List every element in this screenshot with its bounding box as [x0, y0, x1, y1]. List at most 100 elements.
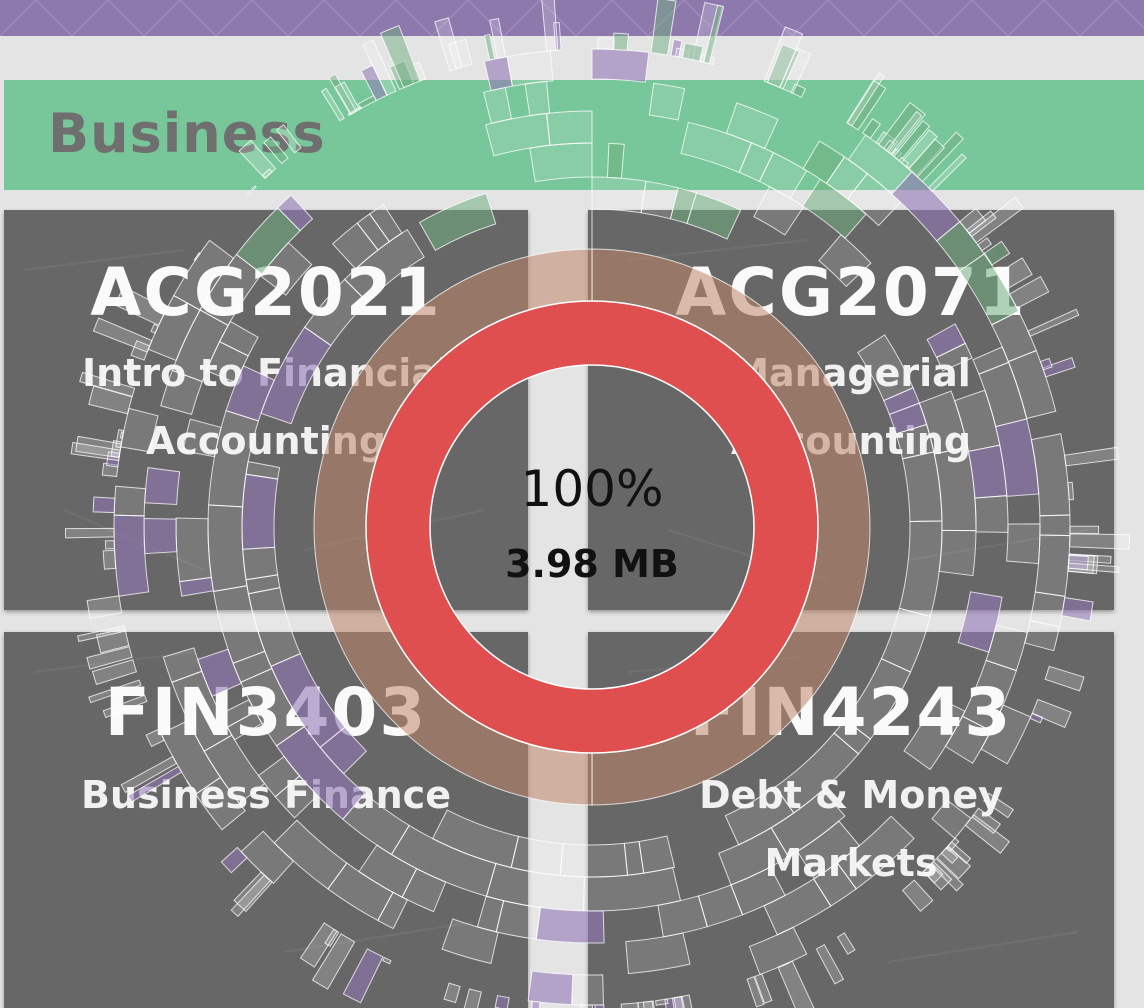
file-segment[interactable]: [612, 32, 629, 51]
file-segment[interactable]: [945, 837, 960, 853]
file-segment[interactable]: [1008, 275, 1050, 309]
root-segment[interactable]: [366, 301, 818, 753]
file-segment[interactable]: [92, 496, 116, 514]
file-segment[interactable]: [246, 185, 257, 196]
file-segment[interactable]: [1031, 698, 1072, 729]
file-segment[interactable]: [88, 679, 142, 704]
file-segment[interactable]: [1067, 553, 1095, 575]
file-segment[interactable]: [115, 429, 125, 449]
file-segment[interactable]: [1034, 534, 1071, 597]
file-segment[interactable]: [571, 974, 604, 1006]
file-segment[interactable]: [113, 485, 147, 517]
file-segment[interactable]: [79, 371, 136, 398]
file-segment[interactable]: [456, 988, 482, 1008]
file-segment[interactable]: [546, 110, 593, 146]
file-segment[interactable]: [320, 87, 345, 122]
file-segment[interactable]: [836, 932, 856, 955]
file-segment[interactable]: [606, 142, 625, 179]
file-segment[interactable]: [173, 239, 235, 311]
file-segment[interactable]: [299, 922, 338, 968]
file-segment[interactable]: [1067, 481, 1075, 501]
file-segment[interactable]: [957, 591, 1003, 653]
file-segment[interactable]: [958, 253, 1020, 326]
file-segment[interactable]: [483, 86, 513, 124]
file-segment[interactable]: [1006, 523, 1041, 565]
file-segment[interactable]: [489, 17, 507, 60]
file-segment[interactable]: [143, 517, 178, 555]
file-segment[interactable]: [686, 192, 742, 240]
file-segment[interactable]: [1027, 308, 1080, 337]
file-segment[interactable]: [758, 151, 808, 199]
file-segment[interactable]: [230, 874, 272, 918]
file-segment[interactable]: [637, 1000, 659, 1008]
file-segment[interactable]: [559, 842, 629, 878]
file-segment[interactable]: [64, 527, 115, 539]
file-segment[interactable]: [535, 906, 605, 944]
file-segment[interactable]: [275, 124, 302, 154]
file-segment[interactable]: [1030, 433, 1071, 517]
file-segment[interactable]: [846, 72, 885, 127]
file-segment[interactable]: [434, 17, 463, 72]
file-segment[interactable]: [88, 385, 133, 415]
file-segment[interactable]: [529, 142, 593, 183]
file-segment[interactable]: [382, 956, 392, 965]
file-segment[interactable]: [815, 944, 845, 985]
file-segment[interactable]: [528, 1000, 541, 1008]
file-segment[interactable]: [541, 0, 559, 52]
file-segment[interactable]: [980, 704, 1032, 765]
file-segment[interactable]: [92, 317, 153, 353]
file-segment[interactable]: [120, 755, 178, 794]
file-segment[interactable]: [591, 48, 650, 83]
file-segment[interactable]: [1069, 525, 1100, 535]
file-segment[interactable]: [311, 933, 356, 990]
file-segment[interactable]: [494, 994, 510, 1008]
file-segment[interactable]: [885, 110, 923, 155]
file-segment[interactable]: [971, 807, 1002, 834]
file-segment[interactable]: [527, 970, 574, 1006]
file-segment[interactable]: [225, 365, 275, 422]
file-segment[interactable]: [506, 50, 554, 87]
file-segment[interactable]: [648, 82, 686, 121]
file-segment[interactable]: [1044, 665, 1085, 692]
file-segment[interactable]: [102, 694, 148, 719]
file-segment[interactable]: [931, 799, 972, 839]
file-segment[interactable]: [1024, 619, 1061, 652]
file-segment[interactable]: [620, 1002, 644, 1008]
file-segment[interactable]: [220, 846, 248, 874]
file-segment[interactable]: [276, 194, 314, 232]
file-segment[interactable]: [86, 646, 133, 670]
file-segment[interactable]: [193, 251, 201, 262]
file-segment[interactable]: [591, 176, 647, 214]
file-segment[interactable]: [113, 514, 150, 597]
file-segment[interactable]: [927, 153, 967, 193]
file-segment[interactable]: [579, 1004, 593, 1008]
file-segment[interactable]: [120, 407, 159, 453]
file-segment[interactable]: [861, 117, 882, 140]
file-segment[interactable]: [777, 960, 815, 1008]
file-segment[interactable]: [638, 835, 676, 874]
file-segment[interactable]: [342, 948, 384, 1004]
file-segment[interactable]: [77, 625, 127, 643]
file-segment[interactable]: [746, 976, 765, 1008]
file-segment[interactable]: [763, 878, 832, 936]
file-segment[interactable]: [898, 520, 943, 618]
file-segment[interactable]: [857, 334, 914, 402]
file-segment[interactable]: [901, 879, 934, 912]
file-segment[interactable]: [703, 4, 725, 65]
file-segment[interactable]: [818, 234, 872, 288]
file-segment[interactable]: [524, 80, 551, 117]
file-segment[interactable]: [368, 203, 403, 243]
file-segment[interactable]: [754, 973, 773, 1004]
file-segment[interactable]: [650, 0, 677, 56]
file-segment[interactable]: [102, 549, 117, 570]
file-segment[interactable]: [362, 39, 397, 96]
file-segment[interactable]: [983, 240, 1011, 266]
file-segment[interactable]: [233, 871, 273, 913]
file-segment[interactable]: [91, 659, 138, 686]
file-segment[interactable]: [144, 467, 181, 506]
file-segment[interactable]: [104, 540, 116, 550]
file-segment[interactable]: [1064, 446, 1120, 467]
file-segment[interactable]: [938, 529, 977, 577]
file-segment[interactable]: [182, 418, 222, 458]
